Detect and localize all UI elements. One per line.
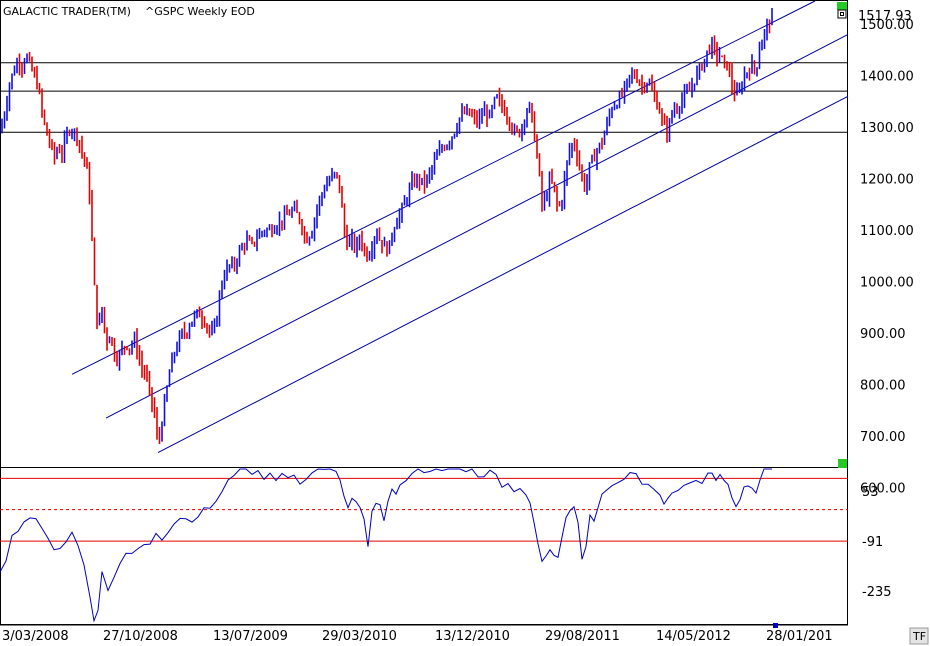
app-title: GALACTIC TRADER(TM) bbox=[3, 5, 131, 18]
channel-trend-line bbox=[105, 34, 849, 419]
date-axis-tick-label: 28/01/201 bbox=[766, 629, 833, 644]
panel-resize-handle-top[interactable] bbox=[837, 2, 847, 10]
rsi-panel-frame bbox=[0, 467, 848, 625]
channel-trend-line bbox=[157, 95, 849, 454]
rsi-axis-tick-label: 53 bbox=[862, 485, 879, 500]
price-axis-tick-label: 1200.00 bbox=[860, 173, 914, 188]
date-axis-tick-label: 13/07/2009 bbox=[213, 629, 288, 644]
date-axis-tick-label: 29/08/2011 bbox=[545, 629, 620, 644]
tf-badge[interactable]: TF bbox=[912, 630, 926, 643]
date-axis-tick-label: 29/03/2010 bbox=[322, 629, 397, 644]
channel-trend-line bbox=[71, 0, 816, 375]
price-axis-tick-label: 900.00 bbox=[860, 327, 906, 342]
rsi-axis-tick-label: -235 bbox=[862, 585, 892, 600]
price-axis-tick-label: 1100.00 bbox=[860, 224, 914, 239]
price-axis-tick-label: 1400.00 bbox=[860, 70, 914, 85]
rsi-series-line bbox=[0, 468, 772, 623]
price-axis-tick-label: 700.00 bbox=[860, 430, 906, 445]
date-axis-tick-label: 13/12/2010 bbox=[435, 629, 510, 644]
price-axis-tick-label: 800.00 bbox=[860, 379, 906, 394]
panel-resize-handle-rsi[interactable] bbox=[838, 459, 847, 468]
price-axis-tick-label: 1000.00 bbox=[860, 276, 914, 291]
symbol-label: ^GSPC Weekly EOD bbox=[145, 5, 255, 18]
price-axis-tick-label: 600.00 bbox=[860, 482, 906, 497]
date-axis-tick-label: 14/05/2012 bbox=[656, 629, 731, 644]
panel-inner-box bbox=[840, 12, 844, 16]
price-panel-frame bbox=[0, 0, 848, 468]
tf-badge-box[interactable] bbox=[909, 627, 929, 645]
rsi-axis-tick-label: -91 bbox=[862, 535, 883, 550]
date-axis-tick-label: 27/10/2008 bbox=[103, 629, 178, 644]
price-axis-tick-label: 1500.00 bbox=[860, 18, 914, 33]
date-axis-tick-label: 3/03/2008 bbox=[2, 629, 69, 644]
panel-toggle-box[interactable] bbox=[837, 9, 847, 19]
scroll-position-marker[interactable] bbox=[773, 623, 778, 628]
last-price-label: 1517.93 bbox=[858, 9, 912, 24]
price-axis-tick-label: 1300.00 bbox=[860, 121, 914, 136]
